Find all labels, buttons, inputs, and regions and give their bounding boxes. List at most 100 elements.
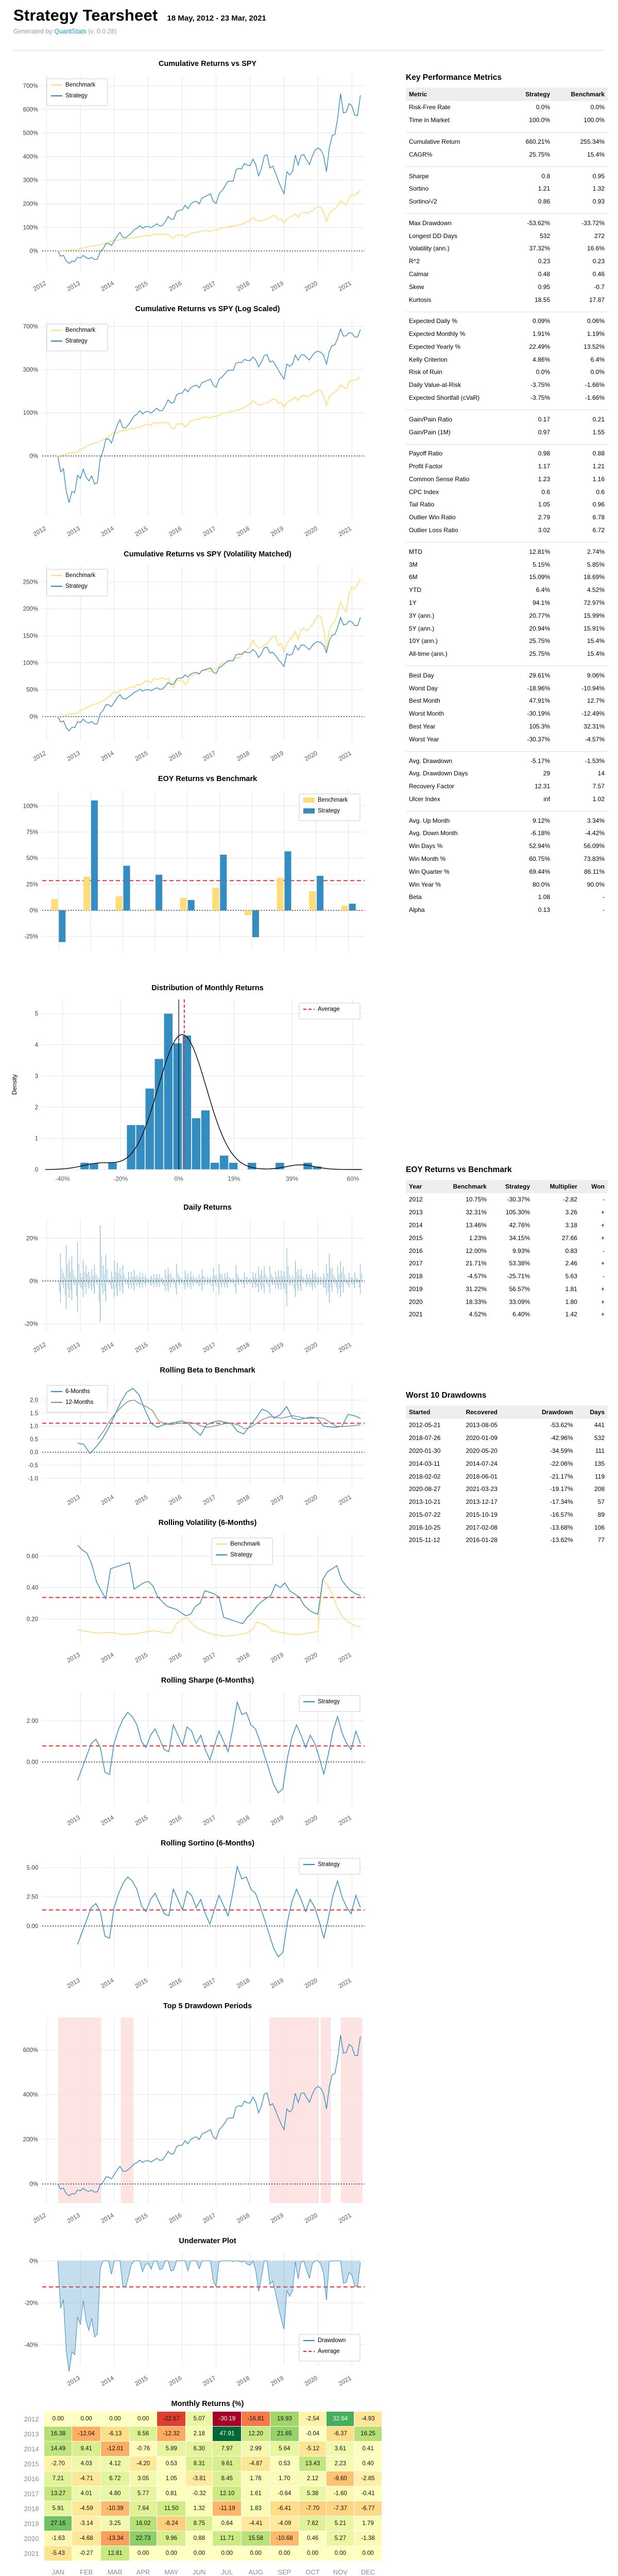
x-tick-label: 2015 — [133, 1814, 149, 1827]
heatmap-cell: -10.68 — [270, 2531, 299, 2546]
y-tick-label: 5 — [35, 1011, 38, 1017]
y-tick-label: -25% — [24, 934, 38, 940]
metric-row: Kurtosis 18.55 17.87 — [409, 296, 605, 303]
x-tick-label: 39% — [286, 1175, 298, 1182]
table-row: 2013-10-21 2013-12-17 -17.34% 57 — [409, 1498, 605, 1506]
metric-row: Expected Shortfall (cVaR) -3.75% -1.66% — [409, 394, 605, 402]
table-row: 2020-01-30 2020-05-20 -34.59% 111 — [409, 1447, 605, 1454]
heatmap-cell: -12.01 — [100, 2442, 129, 2456]
month-label: SEP — [270, 2561, 299, 2576]
year-label: 2013 — [17, 2427, 44, 2441]
x-tick-label: 2019 — [269, 1814, 285, 1827]
legend-item: Strategy — [318, 808, 340, 814]
benchmark-bar — [115, 896, 123, 911]
hist-bar — [108, 1162, 117, 1170]
heatmap-cell: -7.70 — [299, 2501, 327, 2516]
quantstats-link[interactable]: QuantStats — [54, 28, 87, 35]
eoy-title: EOY Returns vs Benchmark — [406, 1165, 512, 1174]
legend-item: Benchmark — [230, 1541, 260, 1547]
heatmap-cell: 7.62 — [299, 2516, 327, 2531]
heatmap-cell: -22.57 — [157, 2412, 186, 2426]
y-tick-label: 75% — [26, 829, 38, 836]
chart-title: Rolling Sortino (6-Months) — [160, 1839, 255, 1848]
heatmap-row: 2015 -2.70 4.03 4.12 -4.20 0.53 8.31 9.61 -4.87 0… — [17, 2456, 382, 2471]
metric-row: Avg. Drawdown -5.17% -1.53% — [409, 757, 605, 765]
metric-row: R^2 0.23 0.23 — [409, 258, 605, 265]
y-tick-label: 50% — [26, 856, 38, 862]
metric-row: Win Quarter % 69.44% 86.11% — [409, 868, 605, 875]
y-tick-label: 1.0 — [30, 1423, 38, 1430]
heatmap-cell: 3.25 — [100, 2516, 129, 2531]
metric-row: Risk of Ruin 0.0% 0.0% — [409, 368, 605, 376]
y-tick-label: 0% — [29, 2258, 38, 2264]
heatmap-cell: -9.60 — [327, 2471, 354, 2486]
heatmap-cell: 0.00 — [129, 2412, 157, 2426]
kpm-title: Key Performance Metrics — [406, 73, 502, 82]
heatmap-cell: -2.70 — [44, 2456, 72, 2471]
metric-row: Risk-Free Rate 0.0% 0.0% — [409, 104, 605, 111]
legend-item: 6-Months — [65, 1388, 90, 1395]
report-header: Strategy Tearsheet 18 May, 2012 - 23 Mar… — [13, 6, 606, 35]
x-tick-label: 2017 — [201, 749, 217, 762]
heatmap-cell: -4.68 — [72, 2531, 100, 2546]
y-tick-label: 20% — [26, 1235, 38, 1242]
series-fill — [58, 2261, 360, 2372]
metric-row: Sharpe 0.8 0.95 — [409, 172, 605, 180]
hist-bar — [192, 1117, 201, 1170]
heatmap-cell: -4.87 — [242, 2456, 270, 2471]
x-tick-label: 2018 — [235, 2374, 251, 2387]
metric-row: Worst Month -30.19% -12.49% — [409, 710, 605, 718]
table-row: 2019 31.22% 56.57% 1.81 + — [409, 1285, 605, 1293]
table-row: 2012 10.75% -30.37% -2.82- — [409, 1196, 605, 1204]
charts-column: Cumulative Returns vs SPY 0% 100% 200% 300% 4… — [9, 54, 382, 2576]
strategy-bar — [123, 866, 130, 911]
chart-title: Monthly Returns (%) — [171, 2400, 244, 2408]
table-header-row: Started Recovered Drawdown Days — [406, 1405, 608, 1419]
y-tick-label: 2 — [35, 1105, 38, 1111]
year-label: 2016 — [17, 2471, 44, 2486]
month-label: APR — [129, 2561, 157, 2576]
heatmap-cell: 1.05 — [157, 2471, 186, 2486]
chart-canvas: 0.20 0.40 0.60 2013 2014 2015 2016 2017 2018 2019… — [27, 1534, 365, 1664]
heatmap-cell: 12.81 — [100, 2546, 129, 2561]
heatmap-row: 2018 5.91 -4.59 -10.39 7.64 11.50 1.32 -11.19 1.… — [17, 2501, 382, 2516]
heatmap-cell: -0.04 — [299, 2427, 327, 2441]
heatmap-cell: 0.00 — [129, 2546, 157, 2561]
metric-row: Calmar 0.48 0.46 — [409, 270, 605, 278]
metric-row: Win Month % 60.75% 73.83% — [409, 855, 605, 863]
y-tick-label: 2.00 — [27, 1718, 38, 1724]
x-tick-label: 2020 — [303, 524, 319, 538]
metric-row: Win Year % 80.0% 90.0% — [409, 880, 605, 888]
chart-title: Cumulative Returns vs SPY (Log Scaled) — [135, 305, 280, 313]
drawdown-span — [320, 2018, 331, 2203]
x-tick-label: 2021 — [337, 1341, 353, 1354]
legend: Benchmark Strategy — [46, 569, 108, 597]
y-tick-label: 250% — [23, 579, 38, 585]
metric-row: Avg. Up Month 9.12% 3.34% — [409, 817, 605, 824]
x-tick-label: 2017 — [201, 1341, 217, 1354]
strategy-bar — [187, 900, 195, 911]
x-tick-label: 2019 — [269, 2211, 285, 2225]
heatmap-row: 2016 7.21 -4.71 6.72 3.05 1.05 -3.81 8.45 1.76 1.… — [17, 2471, 382, 2486]
year-label: 2017 — [17, 2486, 44, 2501]
y-tick-label: 100% — [23, 803, 38, 809]
metric-row: Volatility (ann.) 37.32% 16.6% — [409, 245, 605, 252]
x-tick-label: 2019 — [269, 1493, 285, 1506]
x-tick-label: 2015 — [133, 279, 149, 293]
y-tick-label: 0.40 — [27, 1585, 38, 1591]
x-tick-label: 2014 — [99, 1341, 115, 1354]
table-row: 2014-03-11 2014-07-24 -22.06% 135 — [409, 1460, 605, 1467]
x-tick-label: 2018 — [235, 1814, 251, 1827]
metric-row: 3M 5.15% 5.85% — [409, 561, 605, 568]
heatmap-cell: -0.27 — [72, 2546, 100, 2561]
legend-item: Strategy — [318, 1699, 340, 1705]
y-tick-label: 1 — [35, 1136, 38, 1142]
y-tick-label: 2.0 — [30, 1397, 38, 1403]
legend: Benchmark Strategy — [46, 78, 108, 106]
table-row: 2018-02-02 2018-06-01 -21.17% 119 — [409, 1472, 605, 1480]
heatmap-cell: 0.00 — [270, 2546, 299, 2561]
metric-row: 3Y (ann.) 20.77% 15.99% — [409, 612, 605, 619]
legend: 6-Months 12-Months — [46, 1385, 108, 1413]
metric-row: Best Year 105.3% 32.31% — [409, 722, 605, 730]
hist-bar — [229, 1162, 238, 1170]
